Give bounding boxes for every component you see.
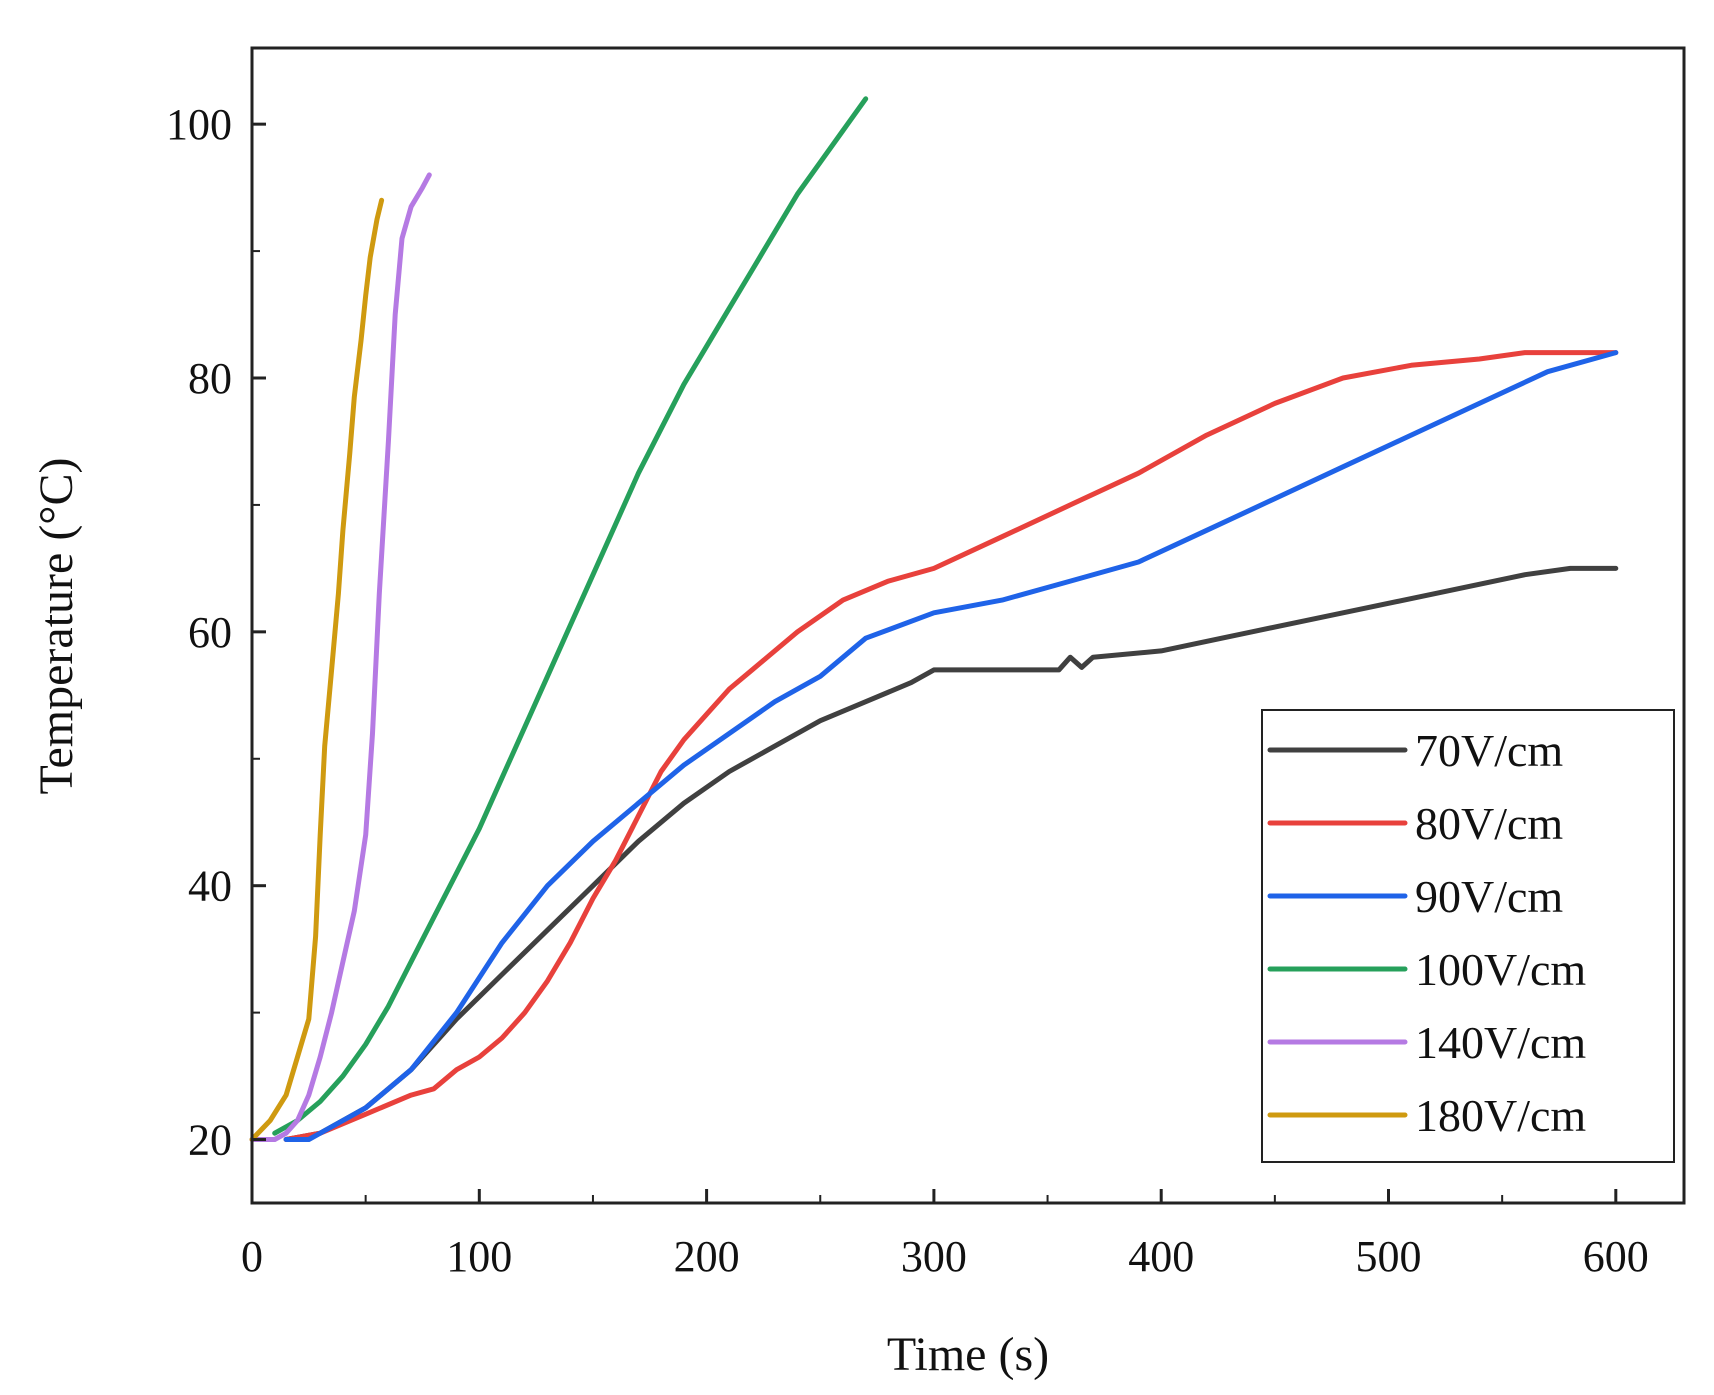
y-tick-label: 100 — [166, 100, 232, 149]
x-tick-label: 500 — [1356, 1232, 1422, 1281]
series-line-100v-cm — [272, 96, 869, 1136]
x-tick-label: 0 — [241, 1232, 263, 1281]
x-tick-label: 200 — [674, 1232, 740, 1281]
y-tick-label: 20 — [188, 1116, 232, 1165]
y-axis-title: Temperature (°C) — [30, 457, 83, 794]
series-line-70v-cm — [283, 565, 1619, 1142]
legend-label: 70V/cm — [1415, 725, 1563, 776]
series-line-180v-cm — [249, 197, 385, 1142]
legend: 70V/cm 80V/cm 90V/cm 100V/cm 140V/cm 180V/cm — [1261, 709, 1675, 1163]
y-tick-label: 80 — [188, 354, 232, 403]
legend-label: 80V/cm — [1415, 798, 1563, 849]
y-tick-label: 40 — [188, 862, 232, 911]
series-layer — [249, 96, 1619, 1142]
x-tick-label: 100 — [446, 1232, 512, 1281]
series-line-140v-cm — [249, 172, 432, 1142]
x-tick-label: 300 — [901, 1232, 967, 1281]
legend-box — [1261, 709, 1675, 1163]
x-tick-label: 400 — [1128, 1232, 1194, 1281]
tick-layer: 0 100 200 300 400 500 600 20 40 60 80 100 — [166, 100, 1649, 1281]
legend-label: 140V/cm — [1415, 1017, 1586, 1068]
legend-label: 180V/cm — [1415, 1090, 1586, 1141]
x-axis-title: Time (s) — [887, 1328, 1049, 1381]
legend-label: 90V/cm — [1415, 871, 1563, 922]
legend-label: 100V/cm — [1415, 944, 1586, 995]
y-tick-label: 60 — [188, 608, 232, 657]
plot-frame — [250, 46, 1686, 1205]
series-line-90v-cm — [283, 350, 1619, 1142]
series-line-80v-cm — [283, 350, 1619, 1142]
x-tick-label: 600 — [1583, 1232, 1649, 1281]
